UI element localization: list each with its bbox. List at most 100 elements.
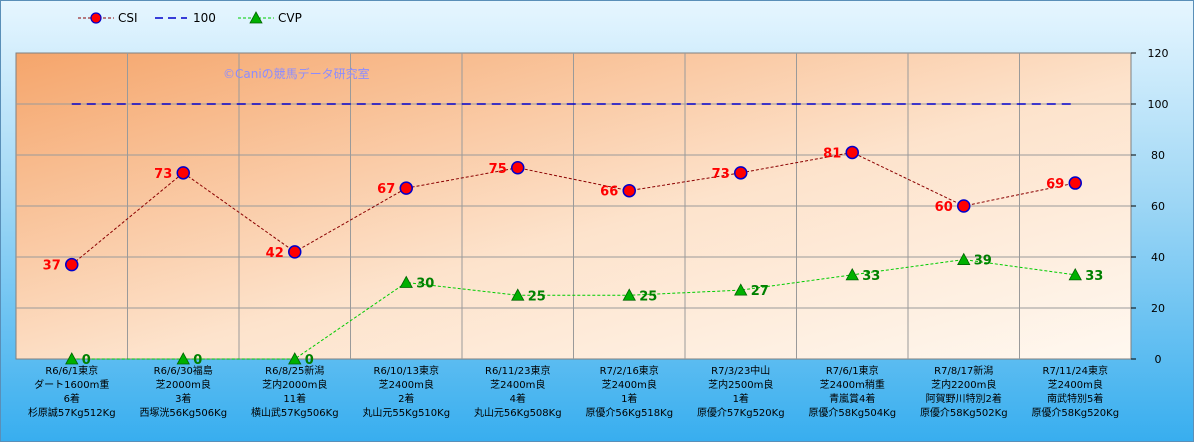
y-tick-label: 0 — [1155, 353, 1162, 366]
x-tick-label: R6/8/25新潟 — [265, 364, 324, 377]
x-tick-label: R7/3/23中山 — [711, 364, 770, 377]
x-tick-label: 阿賀野川特別2着 — [926, 392, 1002, 405]
cvp-data-label: 0 — [305, 353, 314, 368]
cvp-data-label: 0 — [82, 353, 91, 368]
cvp-point-triangle — [622, 288, 636, 301]
x-tick-label: 芝2400m良 — [1048, 378, 1103, 391]
x-tick-label: 青嵐賞4着 — [829, 392, 875, 405]
cvp-data-label: 39 — [974, 254, 992, 269]
legend-marker-triangle — [249, 11, 263, 24]
x-tick-label: 2着 — [398, 392, 414, 405]
x-tick-label: R7/8/17新潟 — [934, 364, 993, 377]
x-tick-label: 芝2000m良 — [156, 378, 211, 391]
csi-series-line — [71, 151, 1076, 266]
cvp-data-label: 0 — [193, 353, 202, 368]
x-tick-label: R6/6/1東京 — [45, 364, 98, 377]
x-tick-label: R6/11/23東京 — [485, 364, 551, 377]
csi-data-label: 67 — [377, 182, 395, 197]
y-tick-label: 80 — [1151, 149, 1165, 162]
csi-data-label: 75 — [489, 162, 507, 177]
csi-data-label: 42 — [266, 246, 284, 261]
csi-point-circle — [622, 183, 636, 198]
cvp-point-triangle — [845, 268, 859, 281]
x-tick-label: 芝内2200m良 — [931, 378, 996, 391]
x-tick-label: 1着 — [621, 392, 637, 405]
csi-point-circle — [845, 145, 859, 160]
x-tick-label: 原優介56Kg518Kg — [585, 406, 673, 419]
csi-data-label: 60 — [935, 200, 953, 215]
watermark-text: ©Caniの競馬データ研究室 — [223, 66, 370, 81]
csi-point-circle — [1068, 176, 1082, 190]
x-tick-label: R6/10/13東京 — [374, 364, 440, 377]
x-tick-label: 原優介57Kg520Kg — [697, 406, 785, 419]
legend-label: CSI — [118, 11, 138, 25]
y-tick-label: 20 — [1151, 302, 1165, 315]
csi-data-label: 69 — [1046, 177, 1064, 192]
csi-data-label: 37 — [43, 259, 61, 274]
y-tick-label: 40 — [1151, 251, 1165, 264]
x-tick-label: 芝2400m良 — [602, 378, 657, 391]
x-tick-label: 芝2400m稍重 — [820, 378, 885, 391]
cvp-data-label: 33 — [1085, 269, 1103, 284]
x-tick-label: 芝内2000m良 — [262, 378, 327, 391]
y-tick-label: 100 — [1148, 98, 1169, 111]
x-tick-label: 丸山元55Kg510Kg — [362, 406, 450, 419]
x-tick-label: 芝内2500m良 — [708, 378, 773, 391]
cvp-point-triangle — [1068, 268, 1082, 281]
cvp-data-label: 25 — [639, 289, 657, 304]
cvp-data-label: 33 — [862, 269, 880, 284]
x-tick-label: 原優介58Kg504Kg — [808, 406, 896, 419]
csi-point-circle — [176, 166, 190, 180]
x-tick-label: R7/11/24東京 — [1043, 364, 1109, 377]
csi-data-label: 73 — [712, 167, 730, 182]
x-tick-label: 3着 — [175, 392, 191, 405]
x-tick-label: 4着 — [510, 392, 526, 405]
legend-label: 100 — [193, 11, 216, 25]
x-tick-label: R7/2/16東京 — [600, 364, 659, 377]
legend-label: CVP — [278, 11, 302, 25]
cvp-point-triangle — [65, 352, 79, 365]
cvp-point-triangle — [511, 288, 525, 301]
cvp-point-triangle — [176, 352, 190, 365]
cvp-data-label: 30 — [416, 277, 434, 292]
cvp-data-label: 27 — [751, 284, 769, 299]
x-tick-label: 11着 — [283, 392, 306, 405]
csi-data-label: 66 — [600, 185, 618, 200]
x-tick-label: 1着 — [733, 392, 749, 405]
y-axis: 0 20 40 60 80 100 120 — [1131, 47, 1169, 366]
csi-data-label: 73 — [154, 167, 172, 182]
cvp-point-triangle — [734, 283, 748, 296]
csi-point-circle — [399, 181, 413, 195]
series: 0 0 0 30 25 25 27 33 39 33 37 73 42 67 75 66 73 81 60 69 — [43, 103, 1103, 368]
x-tick-label: 原優介58Kg502Kg — [920, 406, 1008, 419]
cvp-series-line — [71, 259, 1076, 360]
csi-point-circle — [957, 199, 971, 213]
x-tick-label: 横山武57Kg506Kg — [251, 406, 339, 419]
x-tick-label: ダート1600m重 — [34, 378, 109, 391]
csi-point-circle — [65, 257, 79, 272]
x-tick-label: R7/6/1東京 — [826, 364, 879, 377]
csi-point-circle — [511, 161, 525, 175]
x-tick-label: 6着 — [64, 392, 80, 405]
cvp-point-triangle — [957, 252, 971, 265]
cvp-point-triangle — [399, 275, 413, 288]
cvp-data-label: 25 — [528, 289, 546, 304]
x-tick-label: 原優介58Kg520Kg — [1031, 406, 1119, 419]
y-tick-label: 120 — [1148, 47, 1169, 60]
x-tick-label: 丸山元56Kg508Kg — [474, 406, 562, 419]
x-tick-label: 杉原誠57Kg512Kg — [28, 406, 116, 419]
y-tick-label: 60 — [1151, 200, 1165, 213]
cvp-point-triangle — [288, 352, 302, 365]
x-tick-label: 芝2400m良 — [490, 378, 545, 391]
csi-point-circle — [734, 166, 748, 180]
x-tick-label: 芝2400m良 — [379, 378, 434, 391]
csi-point-circle — [288, 245, 302, 259]
x-tick-label: R6/6/30福島 — [154, 364, 213, 377]
x-tick-label: 南武特別5着 — [1047, 392, 1103, 405]
legend: CSI 100 CVP — [78, 11, 302, 25]
csi-data-label: 81 — [823, 146, 841, 161]
x-tick-label: 西塚洸56Kg506Kg — [139, 406, 227, 419]
